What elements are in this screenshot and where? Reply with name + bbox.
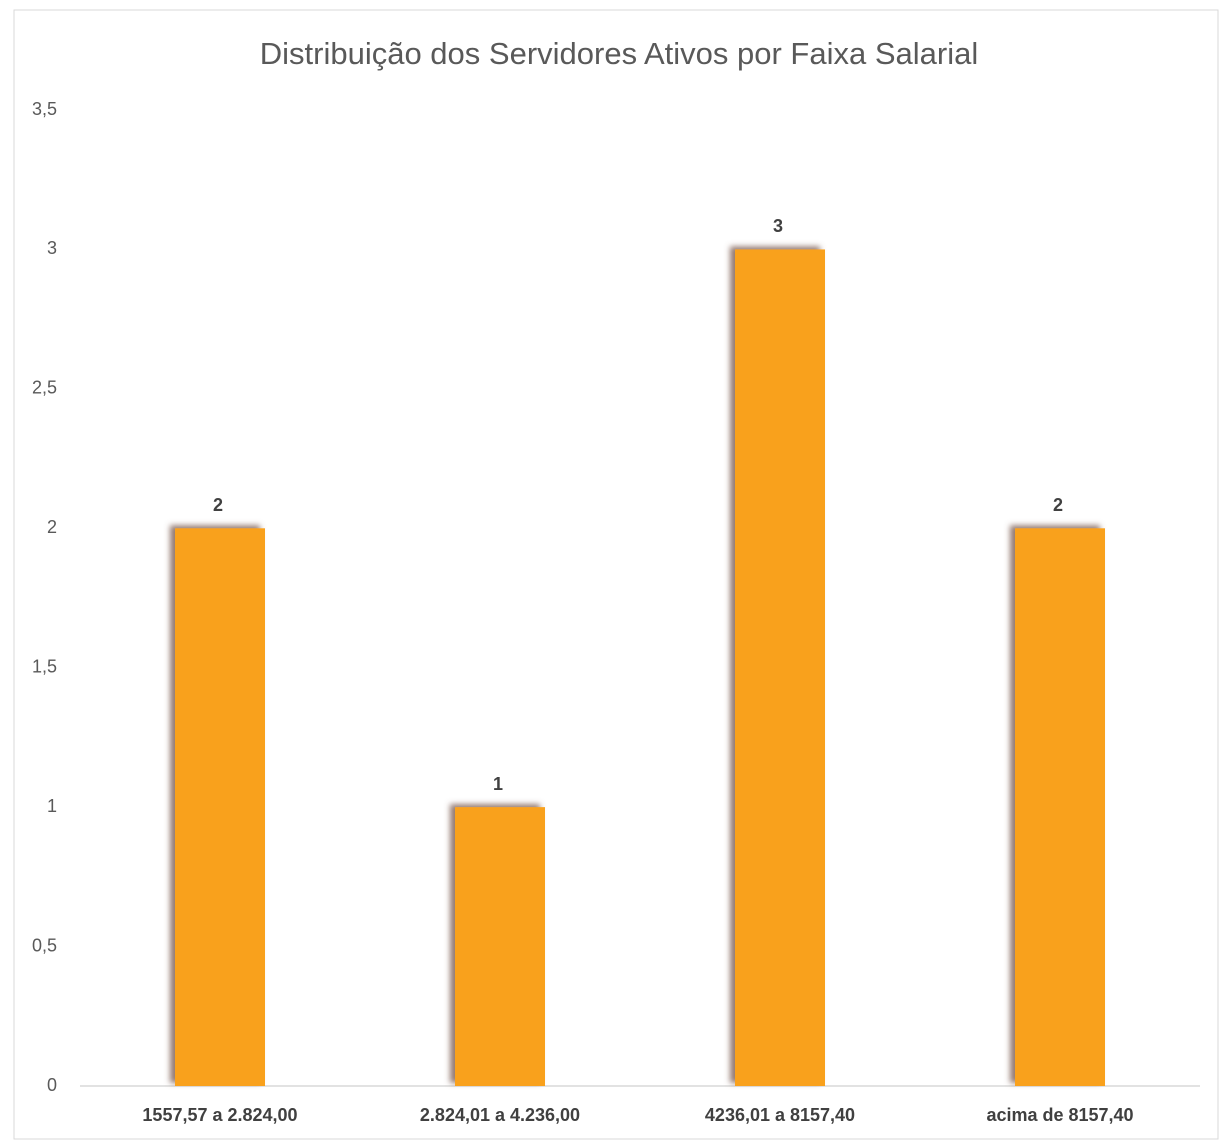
x-tick-label: 1557,57 a 2.824,00 bbox=[142, 1105, 297, 1125]
data-label: 2 bbox=[213, 495, 223, 515]
y-tick-label: 0,5 bbox=[32, 935, 57, 955]
y-tick-label: 2,5 bbox=[32, 378, 57, 398]
bar bbox=[455, 807, 545, 1086]
bar bbox=[735, 249, 825, 1086]
y-tick-label: 1,5 bbox=[32, 656, 57, 676]
x-tick-label: 4236,01 a 8157,40 bbox=[705, 1105, 855, 1125]
y-tick-label: 0 bbox=[47, 1075, 57, 1095]
y-tick-label: 2 bbox=[47, 517, 57, 537]
y-tick-label: 3,5 bbox=[32, 99, 57, 119]
y-tick-label: 1 bbox=[47, 796, 57, 816]
y-tick-label: 3 bbox=[47, 238, 57, 258]
data-label: 2 bbox=[1053, 495, 1063, 515]
x-tick-label: acima de 8157,40 bbox=[986, 1105, 1133, 1125]
bar bbox=[175, 528, 265, 1086]
data-label: 3 bbox=[773, 216, 783, 236]
bar bbox=[1015, 528, 1105, 1086]
data-label: 1 bbox=[493, 774, 503, 794]
x-tick-label: 2.824,01 a 4.236,00 bbox=[420, 1105, 580, 1125]
chart-title: Distribuição dos Servidores Ativos por F… bbox=[260, 36, 978, 71]
